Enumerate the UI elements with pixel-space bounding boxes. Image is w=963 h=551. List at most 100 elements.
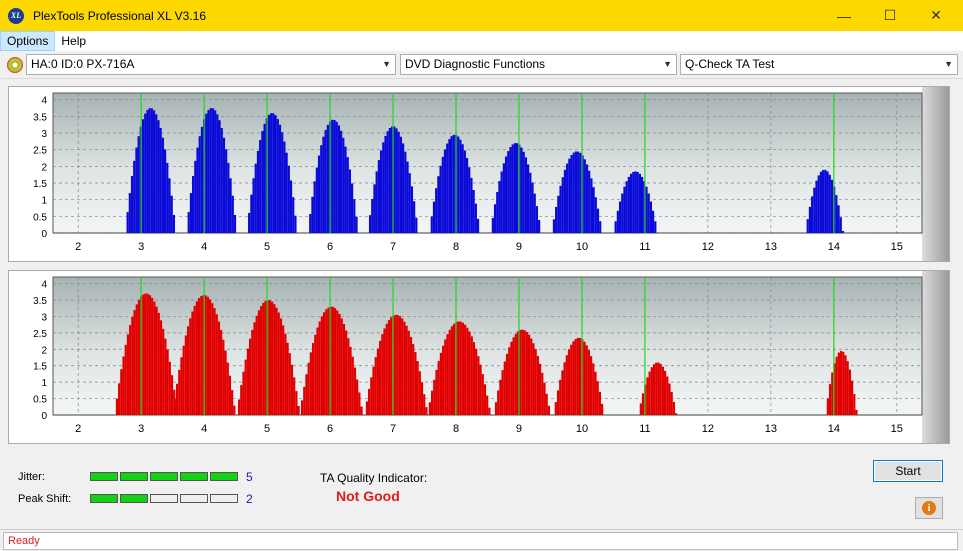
data-bar <box>209 108 212 233</box>
data-bar <box>508 347 511 415</box>
data-bar <box>527 164 530 233</box>
data-bar <box>297 405 300 415</box>
menu-help[interactable]: Help <box>61 34 87 48</box>
data-bar <box>534 349 537 415</box>
jitter-segment <box>180 472 208 481</box>
data-bar <box>583 159 586 233</box>
x-tick-label: 14 <box>828 241 840 253</box>
data-bar <box>412 344 415 415</box>
data-bar <box>266 300 269 415</box>
y-tick-label: 2.5 <box>33 329 47 340</box>
data-bar <box>674 413 678 415</box>
ta-quality-label: TA Quality Indicator: <box>320 471 428 485</box>
data-bar <box>262 302 265 415</box>
chart-side-shade <box>922 271 949 443</box>
data-bar <box>839 350 843 415</box>
data-bar <box>374 357 377 415</box>
info-button[interactable]: i <box>915 497 943 519</box>
data-bar <box>360 406 363 415</box>
data-bar <box>146 109 149 233</box>
data-bar <box>568 158 571 233</box>
data-bar <box>161 137 164 233</box>
function-select[interactable]: DVD Diagnostic Functions ▼ <box>400 54 677 75</box>
data-bar <box>195 301 198 415</box>
data-bar <box>663 370 667 415</box>
close-button[interactable]: ✕ <box>930 7 942 23</box>
x-tick-label: 10 <box>576 423 588 435</box>
data-bar <box>514 333 517 415</box>
minimize-button[interactable]: — <box>837 7 851 24</box>
menu-options[interactable]: Options <box>0 31 56 51</box>
data-bar <box>211 108 215 233</box>
data-bar <box>342 323 346 415</box>
peak-shift-value: 2 <box>246 492 253 506</box>
data-bar <box>570 155 573 233</box>
jitter-segment <box>210 472 238 481</box>
data-bar <box>409 336 413 415</box>
data-bar <box>251 329 254 415</box>
data-bar <box>226 362 229 415</box>
data-bar <box>647 193 650 233</box>
status-text: Ready <box>3 532 958 550</box>
data-bar <box>202 295 205 415</box>
data-bar <box>224 350 227 415</box>
data-bar <box>538 363 542 415</box>
data-bar <box>556 390 560 415</box>
maximize-button[interactable]: ☐ <box>883 7 897 23</box>
x-tick-label: 14 <box>828 423 840 435</box>
data-bar <box>180 357 183 415</box>
x-tick-label: 12 <box>702 423 714 435</box>
data-bar <box>525 331 528 415</box>
data-bar <box>231 195 234 233</box>
data-bar <box>240 385 243 415</box>
data-bar <box>446 143 449 233</box>
data-bar <box>668 383 671 415</box>
data-bar <box>652 364 656 415</box>
test-select[interactable]: Q-Check TA Test ▼ <box>680 54 958 75</box>
data-bar <box>398 316 402 415</box>
data-bar <box>574 151 578 233</box>
data-bar <box>318 321 321 415</box>
peak-shift-segment <box>120 494 148 503</box>
start-button[interactable]: Start <box>873 460 943 482</box>
results-panel: Jitter: 5 Peak Shift: 2 TA Quality Indic… <box>8 452 950 526</box>
data-bar <box>152 110 156 233</box>
data-bar <box>572 152 575 233</box>
data-bar <box>242 371 245 415</box>
data-bar <box>261 131 264 233</box>
y-tick-label: 1.5 <box>33 179 47 190</box>
data-bar <box>416 361 419 415</box>
data-bar <box>592 187 595 233</box>
data-bar <box>168 178 171 233</box>
data-bar <box>638 173 641 233</box>
data-bar <box>529 172 532 233</box>
data-bar <box>191 311 194 415</box>
x-tick-label: 3 <box>138 241 144 253</box>
data-bar <box>303 386 306 415</box>
drive-select[interactable]: HA:0 ID:0 PX-716A ▼ <box>26 54 396 75</box>
data-bar <box>555 206 558 233</box>
data-bar <box>592 363 595 415</box>
data-bar <box>516 331 520 415</box>
data-bar <box>159 128 162 233</box>
data-bar <box>623 186 626 233</box>
y-tick-label: 2 <box>41 162 47 173</box>
data-bar <box>443 149 447 233</box>
data-bar <box>643 181 646 233</box>
data-bar <box>545 393 548 415</box>
data-bar <box>625 181 628 233</box>
data-bar <box>649 201 653 233</box>
data-bar <box>475 348 478 415</box>
data-bar <box>371 198 374 233</box>
peak-shift-segment <box>150 494 178 503</box>
land-chart-svg: 4 3.5 3 2.5 2 1.5 1 0.5 0 2 3 4 5 6 7 8 9 10 11 12 13 14 15 <box>33 87 949 261</box>
data-bar <box>439 352 443 415</box>
data-bar <box>248 212 251 233</box>
data-bar <box>314 334 317 415</box>
peak-shift-meter <box>90 494 238 503</box>
y-tick-label: 1 <box>41 378 47 389</box>
data-bar <box>476 218 480 233</box>
data-bar <box>450 326 454 415</box>
data-bar <box>193 305 196 415</box>
data-bar <box>672 401 675 415</box>
